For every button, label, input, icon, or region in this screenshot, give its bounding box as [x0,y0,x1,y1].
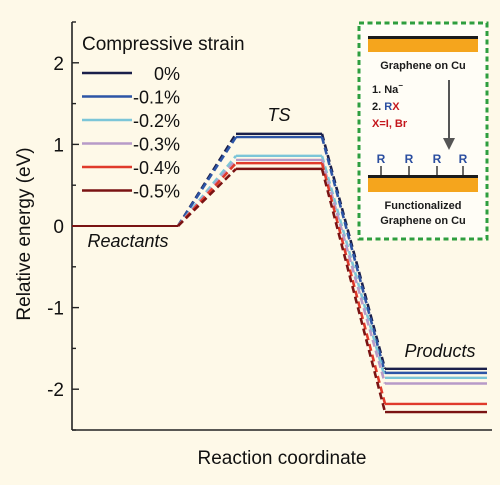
rise-connector [176,133,238,227]
graphene-top-layer [368,36,478,39]
step2-x: X [392,101,400,113]
stage-label-ts: TS [267,105,290,125]
x-axis-label: Reaction coordinate [198,448,367,469]
step1-prefix: 1. Na [372,84,399,96]
inset-bottom-label-2: Graphene on Cu [380,215,466,227]
step1-sup: − [398,81,403,90]
legend-label: -0.2% [133,111,180,131]
stage-labels: Reactants TS Products [87,105,475,361]
fall-connector [320,136,387,374]
series--0.5% [72,167,487,414]
graphene-top-bar [368,38,478,52]
stage-label-products: Products [404,341,475,361]
inset-border [357,21,489,241]
axes: -2 -1 0 1 2 Relative energy (eV) Reaction coor… [14,21,492,469]
legend-label: -0.1% [133,88,180,108]
legend-label: -0.3% [133,135,180,155]
graphene-bottom-bar [368,178,478,192]
step2-r: R [384,101,392,113]
fall-connector [320,168,387,413]
r-group-label: R [377,152,386,166]
legend-label: -0.4% [133,158,180,178]
step1-text: 1. Na− [372,81,403,96]
r-group-label: R [433,152,442,166]
r-group-label: R [405,152,414,166]
rise-connector [177,167,237,227]
reaction-inset: Graphene on Cu1. Na−2. RXX=I, BrR R R RFunc… [357,21,489,241]
legend-label: 0% [154,64,180,84]
legend: Compressive strain 0% -0.1% -0.2% -0.3% -0.4%… [82,34,245,202]
fall-connector [320,162,387,405]
inset-top-label: Graphene on Cu [380,60,466,72]
rise-connector [176,136,238,227]
fall-connector [320,159,387,384]
inset-bottom-label-1: Functionalized [385,200,462,212]
y-tick-label: -1 [47,299,64,320]
legend-title: Compressive strain [82,34,245,55]
legend-label: -0.5% [133,182,180,202]
r-group-label: R [459,152,468,166]
series-layer [72,132,487,414]
y-tick-label: 0 [53,217,64,238]
arrow-head [443,138,455,150]
step2-prefix: 2. [372,101,384,113]
y-tick-label: 1 [53,135,64,156]
condition-text: X=I, Br [372,118,408,130]
y-tick-label: 2 [53,54,64,75]
stage-label-reactants: Reactants [87,231,168,251]
y-tick-label: -2 [47,380,64,401]
graphene-bottom-layer [368,175,478,178]
y-axis-label: Relative energy (eV) [14,147,35,320]
step2-text: 2. RX [372,101,400,113]
